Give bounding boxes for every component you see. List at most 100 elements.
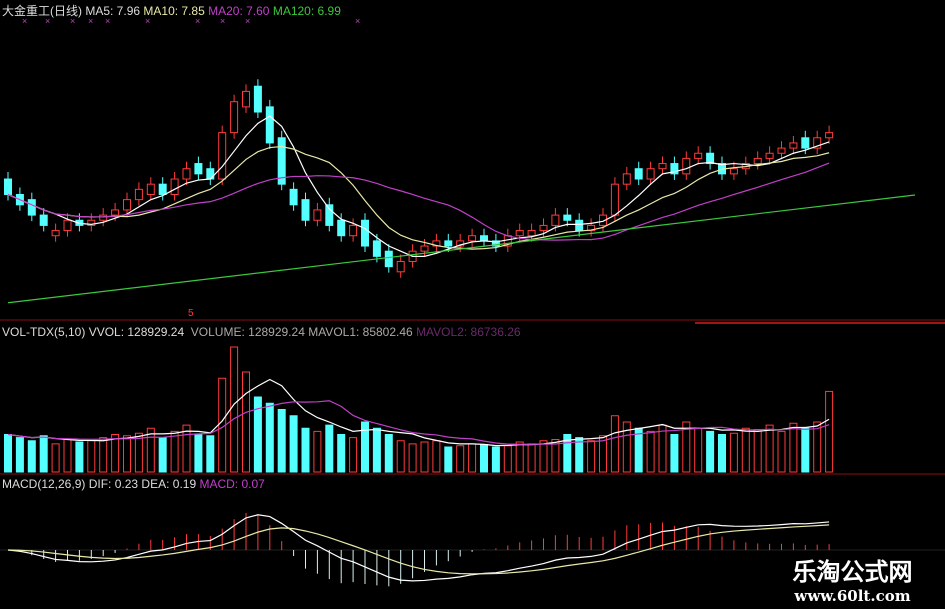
candle-up — [646, 168, 655, 180]
volume-bar — [63, 439, 72, 473]
candle-up — [610, 183, 619, 216]
ma10-line — [7, 145, 830, 250]
candle-up — [539, 224, 548, 232]
volume-bar — [622, 421, 631, 473]
candle-up — [599, 214, 607, 226]
volume-bar — [444, 446, 453, 473]
mavol1-line — [7, 378, 830, 447]
candle-up — [99, 214, 108, 221]
watermark: 乐淘公式网 www.60lt.com — [760, 552, 945, 605]
volume-bar — [765, 424, 774, 473]
volume-bar — [729, 432, 738, 473]
candle-down — [194, 163, 203, 175]
volume-bar — [491, 446, 500, 473]
signal-marker: × — [70, 16, 75, 26]
candle-down — [491, 240, 500, 247]
vol-name: VOL-TDX(5,10) — [2, 325, 86, 339]
mavol2-value: MAVOL2: 86736.26 — [416, 325, 521, 339]
candle-down — [27, 199, 36, 216]
volume-bar — [480, 444, 488, 473]
volume-bar — [420, 441, 429, 473]
volume-bar — [170, 430, 179, 473]
signal-marker: × — [88, 16, 93, 26]
candle-up — [349, 224, 358, 237]
volume-bar — [253, 396, 262, 473]
volume-bar — [801, 427, 810, 473]
ma20-value: MA20: 7.60 — [208, 4, 270, 18]
volume-bar — [503, 445, 512, 473]
candle-down — [158, 183, 167, 195]
signal-marker: × — [355, 16, 360, 26]
volume-bar — [349, 437, 358, 473]
candle-down — [301, 199, 310, 221]
dif-value: DIF: 0.23 — [88, 477, 139, 491]
macd-header: MACD(12,26,9) DIF: 0.23 DEA: 0.19 MACD: … — [2, 477, 265, 491]
volume-bar — [456, 445, 465, 473]
signal-marker: × — [105, 16, 110, 26]
volume-bar — [575, 437, 584, 473]
volume-bar — [123, 435, 131, 473]
signal-marker: × — [195, 16, 200, 26]
volume-bar — [182, 424, 191, 473]
volume-bar — [51, 443, 60, 473]
candle-down — [289, 188, 298, 206]
candle-up — [777, 147, 786, 154]
volume-bar — [4, 434, 12, 473]
ma120-value: MA120: 6.99 — [272, 4, 341, 18]
volume-bar — [551, 439, 560, 473]
candle-down — [361, 219, 369, 247]
macd-value: MACD: 0.07 — [199, 477, 265, 491]
volume-bar — [39, 435, 48, 473]
volume-mavol1: VOLUME: 128929.24 MAVOL1: 85802.46 — [190, 325, 413, 339]
candle-up — [527, 230, 536, 237]
volume-bar — [658, 424, 667, 473]
signal-marker: × — [45, 16, 50, 26]
candle-up — [658, 163, 667, 170]
volume-bar — [741, 427, 750, 473]
stock-name: 大金重工(日线) — [2, 4, 82, 18]
volume-bar — [206, 435, 215, 473]
signal-marker: × — [22, 16, 27, 26]
volume-bar — [646, 430, 655, 473]
volume-bar — [75, 441, 84, 473]
candle-up — [729, 168, 738, 175]
candle-up — [456, 240, 465, 247]
candle-down — [372, 240, 381, 257]
candle-up — [123, 199, 131, 211]
candle-down — [384, 250, 393, 268]
candle-up — [515, 230, 524, 237]
dea-line — [7, 524, 830, 575]
volume-bar — [384, 434, 393, 473]
mavol2-line — [7, 400, 830, 445]
signal-marker: × — [245, 16, 250, 26]
signal-marker: × — [220, 16, 225, 26]
volume-bar — [372, 427, 381, 473]
candle-down — [325, 204, 334, 226]
watermark-title: 乐淘公式网 — [792, 557, 913, 586]
ma10-value: MA10: 7.85 — [143, 4, 205, 18]
volume-bar — [99, 437, 108, 473]
volume-bar — [825, 390, 834, 473]
candle-up — [825, 132, 834, 139]
volume-bar — [87, 440, 96, 473]
candle-up — [51, 230, 60, 237]
candle-up — [87, 219, 96, 226]
volume-bar — [408, 443, 417, 473]
candle-up — [230, 101, 239, 134]
candle-down — [277, 137, 286, 185]
candle-down — [563, 214, 572, 221]
candle-up — [111, 209, 120, 216]
volume-bar — [27, 440, 36, 473]
price-header: 大金重工(日线) MA5: 7.96 MA10: 7.85 MA20: 7.60… — [2, 2, 341, 19]
candle-down — [253, 85, 262, 113]
volume-bar — [230, 346, 239, 473]
candle-down — [206, 168, 215, 180]
vol-value: VVOL: 128929.24 — [88, 325, 185, 339]
volume-bar — [789, 422, 798, 473]
candle-up — [134, 188, 143, 201]
candle-up — [396, 260, 405, 273]
volume-bar — [194, 434, 203, 473]
volume-bar — [694, 427, 703, 473]
candle-down — [39, 214, 48, 226]
